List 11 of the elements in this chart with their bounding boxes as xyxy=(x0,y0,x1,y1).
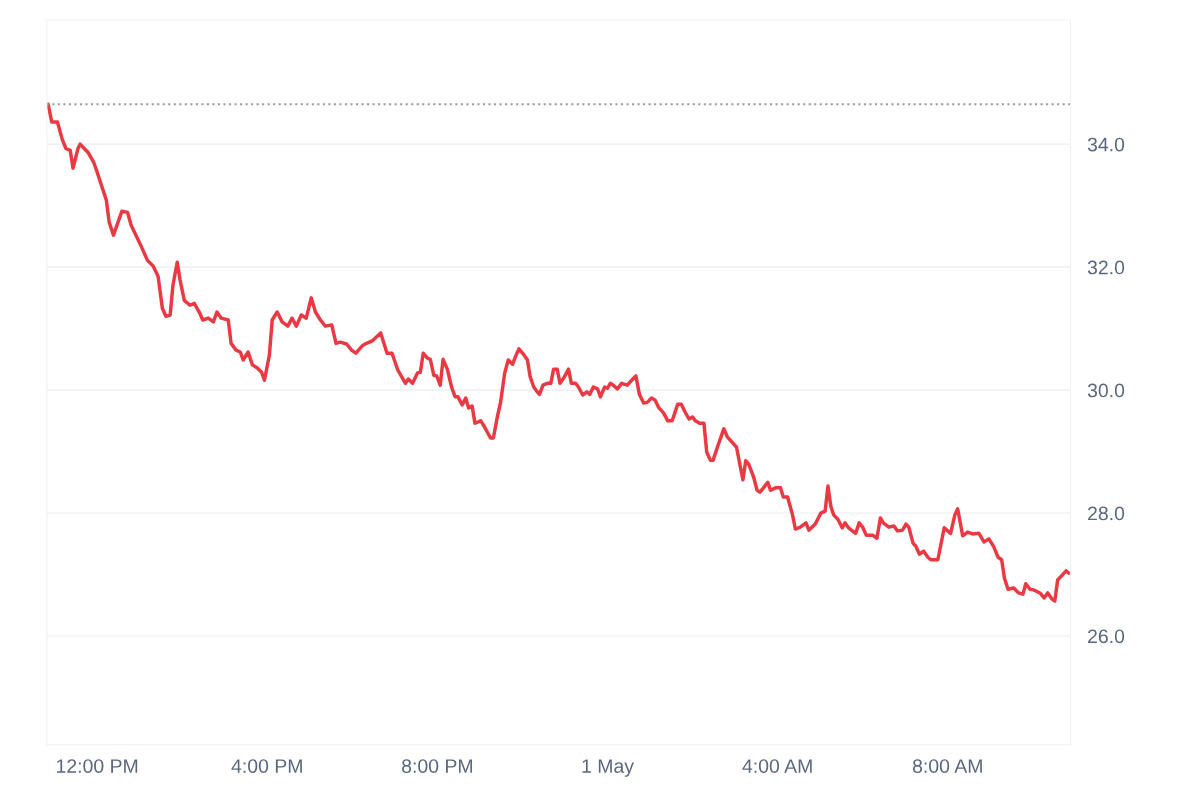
y-tick-label: 30.0 xyxy=(1087,383,1125,398)
x-tick-label: 4:00 AM xyxy=(742,759,812,773)
x-tick-label: 4:00 PM xyxy=(231,759,302,773)
y-tick-label: 34.0 xyxy=(1087,137,1125,152)
y-tick-label: 32.0 xyxy=(1087,260,1125,275)
x-tick-label: 8:00 AM xyxy=(912,759,982,773)
x-tick-label: 12:00 PM xyxy=(57,759,138,773)
x-tick-label: 1 May xyxy=(582,759,634,777)
y-tick-label: 28.0 xyxy=(1088,506,1125,521)
y-tick-label: 26.0 xyxy=(1088,629,1125,644)
x-tick-label: 8:00 PM xyxy=(402,759,472,773)
